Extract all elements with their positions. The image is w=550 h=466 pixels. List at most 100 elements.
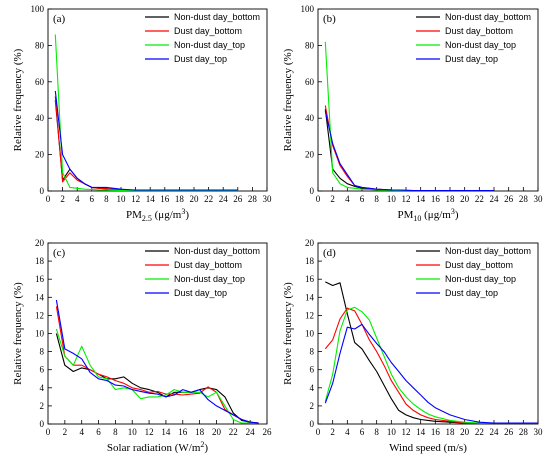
x-tick-label: 30: [534, 427, 544, 437]
x-tick-label: 24: [246, 427, 256, 437]
x-tick-label: 20: [460, 194, 470, 204]
x-axis-title-part: ): [455, 209, 459, 221]
legend-entry: Non-dust day_bottom: [174, 12, 260, 22]
series-line-dust-day-top: [54, 90, 238, 191]
x-axis-title-part: 10: [413, 214, 421, 223]
series-line-dust-day-bottom: [55, 306, 259, 424]
x-tick-label: 28: [519, 194, 529, 204]
x-tick-label: 16: [431, 194, 441, 204]
series-line-dust-day-top: [324, 323, 538, 424]
x-tick-label: 20: [460, 427, 470, 437]
y-tick-label: 6: [310, 365, 315, 375]
x-tick-label: 10: [387, 194, 397, 204]
legend-entry: Non-dust day_bottom: [445, 246, 531, 256]
x-tick-label: 28: [248, 194, 258, 204]
y-axis-title: Relative frequency (%): [12, 282, 24, 385]
x-tick-label: 10: [387, 427, 397, 437]
x-tick-label: 18: [446, 427, 456, 437]
y-tick-label: 18: [35, 256, 45, 266]
x-axis-title-part: Solar radiation (W/m: [107, 442, 201, 454]
x-tick-label: 0: [316, 194, 321, 204]
y-tick-label: 16: [35, 274, 45, 284]
x-tick-label: 18: [175, 194, 185, 204]
x-axis-title-part: 3: [451, 207, 455, 216]
x-axis-title-part: (μg/m: [152, 209, 182, 221]
x-tick-label: 8: [113, 427, 118, 437]
x-tick-label: 4: [79, 427, 84, 437]
y-tick-label: 8: [40, 347, 45, 357]
chart-panel-4: 0 2 4 6 8 10 12 14 16 18 20 22 24 26 28 300246810121416…: [282, 238, 543, 454]
y-tick-label: 80: [305, 40, 315, 50]
x-tick-label: 4: [345, 427, 350, 437]
y-tick-label: 2: [310, 401, 315, 411]
y-tick-label: 60: [35, 77, 45, 87]
series-line-dust-day-bottom: [324, 105, 494, 191]
x-tick-label: 2: [63, 427, 68, 437]
y-tick-label: 8: [310, 347, 315, 357]
x-axis-title-part: ): [204, 442, 208, 454]
legend-entry: Dust day_bottom: [174, 26, 242, 36]
x-tick-label: 8: [104, 194, 109, 204]
y-tick-label: 100: [301, 4, 315, 14]
x-tick-label: 4: [345, 194, 350, 204]
x-tick-label: 6: [90, 194, 95, 204]
y-tick-label: 4: [310, 383, 315, 393]
series-line-non-dust-day-top: [324, 41, 494, 191]
y-tick-label: 18: [305, 256, 315, 266]
x-tick-label: 8: [374, 427, 379, 437]
x-tick-label: 22: [475, 427, 484, 437]
y-tick-label: 80: [35, 40, 45, 50]
x-axis-title-part: 3: [181, 207, 185, 216]
x-axis-title-part: 2: [200, 440, 204, 449]
y-axis-title: Relative frequency (%): [282, 282, 294, 385]
x-tick-label: 14: [146, 194, 156, 204]
x-axis-title-part: (μg/m: [421, 209, 451, 221]
plot-frame: [47, 8, 268, 192]
x-tick-label: 10: [117, 194, 127, 204]
plot-frame: [317, 8, 539, 192]
series-line-dust-day-top: [55, 299, 259, 424]
legend-entry: Dust day_top: [174, 288, 227, 298]
y-tick-label: 12: [305, 310, 314, 320]
x-tick-label: 14: [161, 427, 171, 437]
panel-label: (d): [323, 247, 336, 259]
x-tick-label: 26: [233, 194, 243, 204]
x-tick-label: 6: [360, 427, 365, 437]
chart-panel-2: 0 2 4 6 8 10 12 14 16 18 20 22 24 26 28 30020406080100(…: [282, 4, 543, 223]
x-tick-label: 26: [504, 427, 514, 437]
y-tick-label: 0: [310, 419, 315, 429]
series-line-dust-day-bottom: [324, 307, 538, 424]
x-tick-label: 30: [534, 194, 544, 204]
legend-entry: Dust day_bottom: [445, 260, 513, 270]
y-tick-label: 10: [305, 329, 315, 339]
x-tick-label: 30: [263, 194, 273, 204]
x-tick-label: 16: [431, 427, 441, 437]
x-axis-title-part: PM: [397, 209, 413, 221]
y-axis-title: Relative frequency (%): [12, 48, 24, 151]
y-tick-label: 0: [40, 186, 45, 196]
y-tick-label: 12: [35, 310, 44, 320]
legend-entry: Non-dust day_bottom: [445, 12, 531, 22]
x-axis-title-part: ): [185, 209, 189, 221]
panel-label: (b): [323, 13, 336, 25]
y-tick-label: 20: [35, 150, 45, 160]
x-tick-label: 12: [131, 194, 140, 204]
legend-entry: Dust day_top: [445, 54, 498, 64]
x-tick-label: 8: [374, 194, 379, 204]
x-tick-label: 2: [330, 194, 335, 204]
x-tick-label: 14: [416, 194, 426, 204]
chart-panel-1: 0 2 4 6 8 10 12 14 16 18 20 22 24 26 28 30020406080100(…: [12, 4, 272, 223]
x-tick-label: 20: [190, 194, 200, 204]
x-axis-title: Solar radiation (W/m2): [107, 440, 208, 454]
y-tick-label: 40: [35, 113, 45, 123]
series-line-non-dust-day-top: [55, 328, 259, 424]
y-tick-label: 100: [31, 4, 45, 14]
x-tick-label: 0: [316, 427, 321, 437]
x-tick-label: 14: [416, 427, 426, 437]
y-tick-label: 40: [305, 113, 315, 123]
chart-panel-3: 0 2 4 6 8 10 12 14 16 18 20 22 24 2602468101214161820…: [12, 238, 272, 454]
x-tick-label: 4: [75, 194, 80, 204]
x-tick-label: 24: [490, 427, 500, 437]
y-tick-label: 0: [310, 186, 315, 196]
